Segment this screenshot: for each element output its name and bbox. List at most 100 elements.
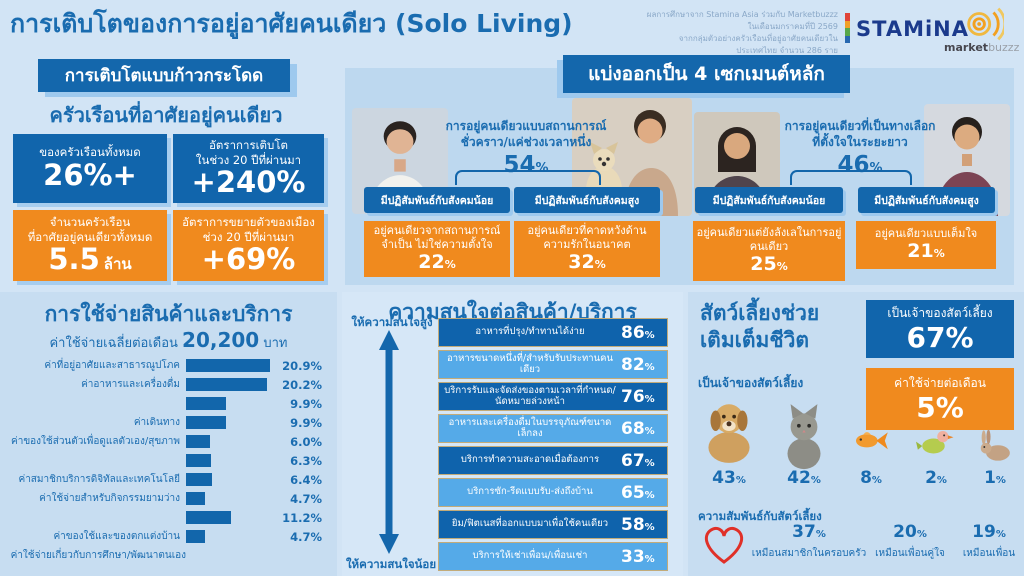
percent-sign: %	[735, 475, 746, 486]
relationship-caption: เหมือนเพื่อน	[962, 548, 1016, 559]
pet-relationship-label: ความสัมพันธ์กับสัตว์เลี้ยง	[698, 509, 822, 523]
interest-row-value: 33%	[621, 547, 667, 567]
spending-bar-cell	[186, 511, 274, 524]
double-arrow-icon	[376, 330, 402, 554]
spending-row: ค่าอาหารและเครื่องดื่ม 20.2%	[8, 375, 330, 394]
percent-sign: %	[644, 329, 655, 341]
animal-percent-number: 8	[860, 468, 872, 488]
spending-bar-cell	[186, 378, 274, 391]
relationship-percent-number: 20	[893, 522, 917, 542]
spending-category-label: ค่าที่อยู่อาศัยและสาธารณูปโภค	[8, 358, 186, 373]
interest-value-number: 67	[621, 450, 645, 471]
stamina-logo: STAMiNA	[856, 17, 969, 41]
spending-category-text: ค่าของใช้และของตกแต่งบ้าน	[53, 531, 180, 542]
stat-box-households-share: ของครัวเรือนทั้งหมด 26%+	[13, 134, 167, 203]
interest-row: อาหารและเครื่องดื่มในบรรจุภัณฑ์ขนาดเล็กล…	[438, 414, 668, 443]
animal-percent-number: 42	[787, 468, 811, 488]
segment-percent: 46%	[837, 152, 883, 179]
interest-axis-high-label: ให้ความสนใจสูง	[351, 315, 433, 329]
spending-bar-cell	[186, 435, 274, 448]
spending-value: 6.0%	[290, 434, 322, 449]
spending-subtitle: ค่าใช้จ่ายเฉลี่ยต่อเดือน 20,200 บาท	[49, 328, 288, 352]
stat-value: +69%	[201, 242, 296, 277]
pet-spend-box: ค่าใช้จ่ายต่อเดือน 5%	[866, 368, 1014, 430]
interest-axis-low-label: ให้ความสนใจน้อย	[345, 557, 437, 571]
cat-icon	[771, 400, 837, 470]
segment-desc-box: อยู่คนเดียวแต่ยังลังเลในการอยู่ คนเดียว …	[693, 221, 845, 281]
relationship-caption: เหมือนสมาชิกในครอบครัว	[751, 548, 867, 559]
percent-sign: %	[644, 425, 655, 437]
color-bar-icon	[845, 13, 850, 43]
percent-sign: %	[995, 529, 1006, 540]
interest-row-value: 86%	[621, 323, 667, 343]
interest-row-label: ยิม/ฟิตเนสที่ออกแบบมาเพื่อใช้คนเดียว	[451, 518, 609, 530]
animal-bird: 2%	[902, 426, 970, 488]
spending-value: 4.7%	[290, 491, 322, 506]
spending-bar-cell	[186, 473, 274, 486]
spending-row: ค่าของใช้ส่วนตัวเพื่อดูแลตัวเอง/สุขภาพ 6.…	[8, 432, 330, 451]
stat-value: +240%	[191, 165, 306, 200]
dog-icon	[693, 394, 765, 466]
social-label-high: มีปฏิสัมพันธ์กับสังคมสูง	[514, 187, 660, 213]
percent-sign: %	[810, 475, 821, 486]
animal-percent-number: 43	[712, 468, 736, 488]
spending-bar-cell	[186, 492, 274, 505]
pet-relationship-stats: 37% เหมือนสมาชิกในครอบครัว 20% เหมือนเพื่อน…	[752, 522, 1024, 561]
segment-sub-percent: 32%	[568, 251, 606, 274]
spending-bar	[186, 454, 212, 467]
interest-value-number: 86	[621, 322, 645, 343]
segment-sub-percent: 21%	[907, 240, 945, 263]
interest-bar-chart: อาหารที่ปรุง/ทำทานได้ง่าย 86% อาหารขนาดหนึ…	[438, 318, 668, 571]
stat-value: 26%+	[43, 158, 137, 193]
interest-row-label: บริการทำความสะอาดเมื่อต้องการ	[460, 454, 600, 466]
pet-type-chart: 43% 42% 8% 2% 1%	[690, 394, 1022, 488]
fish-icon	[850, 424, 892, 466]
interest-value-number: 58	[621, 514, 645, 535]
spending-value: 9.9%	[290, 396, 322, 411]
social-label-low: มีปฏิสัมพันธ์กับสังคมน้อย	[364, 187, 510, 213]
credit-line-1: ผลการศึกษาจาก Stamina Asia ร่วมกับ Marke…	[646, 10, 838, 31]
spending-row: ค่าเดินทาง 9.9%	[8, 413, 330, 432]
spending-row: ค่าสมาชิกบริการดิจิทัลและเทคโนโลยี 6.4%	[8, 470, 330, 489]
spending-bar-chart: ค่าที่อยู่อาศัยและสาธารณูปโภค 20.9% ค่าอาห…	[8, 356, 330, 546]
animal-percent: 43%	[712, 468, 746, 488]
spending-bar-cell	[186, 416, 274, 429]
relationship-percent-number: 19	[972, 522, 996, 542]
interest-row-label: บริการซัก-รีดแบบรับ-ส่งถึงบ้าน	[467, 486, 593, 498]
interest-row-value: 76%	[621, 387, 667, 407]
spending-row: 11.2%	[8, 508, 330, 527]
stat-box-household-count: จำนวนครัวเรือน ที่อาศัยอยู่คนเดียวทั้งหม…	[13, 210, 167, 281]
spending-bar	[186, 378, 267, 391]
bracket-shape	[790, 170, 912, 185]
spending-bar	[186, 511, 231, 524]
segment-desc-box: อยู่คนเดียวแบบเต็มใจ 21%	[856, 221, 996, 269]
spending-value: 4.7%	[290, 529, 322, 544]
spending-category-label: ค่าเดินทาง	[8, 415, 186, 430]
animal-percent-number: 2	[925, 468, 937, 488]
spending-row: ค่าใช้จ่ายสำหรับกิจกรรมยามว่าง 4.7%	[8, 489, 330, 508]
spending-category-label: ค่าของใช้ส่วนตัวเพื่อดูแลตัวเอง/สุขภาพ	[8, 434, 186, 449]
spending-bar	[186, 435, 210, 448]
relationship-stat: 37% เหมือนสมาชิกในครอบครัว	[752, 522, 866, 561]
interest-row-label: บริการให้เช่าเพื่อน/เพื่อนเช่า	[472, 550, 588, 562]
animal-percent-number: 1	[984, 468, 996, 488]
spending-category-label: ค่าอาหารและเครื่องดื่ม	[8, 377, 186, 392]
credit-line-2: จากกลุ่มตัวอย่างครัวเรือนที่อยู่อาศัยคนเ…	[678, 34, 838, 55]
credit-text: ผลการศึกษาจาก Stamina Asia ร่วมกับ Marke…	[640, 9, 838, 57]
page-title: การเติบโตของการอยู่อาศัยคนเดียว (Solo Li…	[10, 9, 573, 38]
spending-row: 9.9%	[8, 394, 330, 413]
percent-sign: %	[644, 457, 655, 469]
spending-panel	[0, 292, 337, 576]
spending-value: 11.2%	[282, 510, 322, 525]
spending-bar	[186, 492, 205, 505]
segment-sub-percent: 22%	[418, 251, 456, 274]
relationship-stat: 19% เหมือนเพื่อน	[954, 522, 1024, 561]
stat-box-urbanization: อัตราการขยายตัวของเมือง ช่วง 20 ปีที่ผ่า…	[173, 210, 324, 281]
animal-dog: 43%	[690, 394, 768, 488]
spending-category-text: ค่าสมาชิกบริการดิจิทัลและเทคโนโลยี	[18, 474, 181, 485]
interest-row: บริการซัก-รีดแบบรับ-ส่งถึงบ้าน 65%	[438, 478, 668, 507]
stat-label: ของครัวเรือนทั้งหมด	[39, 145, 141, 160]
spending-bar-cell	[186, 397, 274, 410]
spending-value: 6.4%	[290, 472, 322, 487]
